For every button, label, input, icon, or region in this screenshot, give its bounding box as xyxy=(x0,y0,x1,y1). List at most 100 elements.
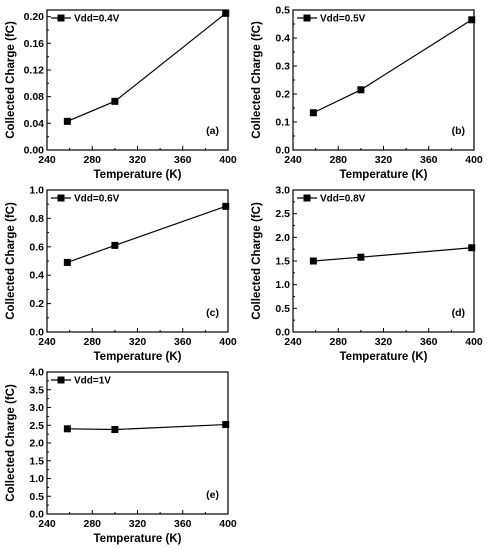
y-axis-label: Collected Charge (fC) xyxy=(251,202,263,320)
series-line xyxy=(313,247,472,262)
x-tick-label: 360 xyxy=(174,154,192,166)
legend-marker xyxy=(303,14,311,22)
y-axis-label: Collected Charge (fC) xyxy=(251,21,263,139)
y-tick-label: 0.5 xyxy=(275,303,290,315)
chart-panel-c: 240 280 320 360 400 0.0 0.2 0.4 0.6 0.8 1.0 Tempera… xyxy=(5,185,237,364)
y-tick-label: 2.0 xyxy=(29,438,44,450)
y-tick-label: 0.12 xyxy=(24,65,45,77)
y-tick-label: 0.4 xyxy=(275,33,290,45)
x-tick-label: 240 xyxy=(38,336,56,348)
x-tick-label: 360 xyxy=(420,154,438,166)
data-point-marker xyxy=(63,258,71,266)
x-tick-label: 240 xyxy=(284,336,302,348)
x-axis-label: Temperature (K) xyxy=(94,169,182,181)
plot-frame xyxy=(46,371,229,515)
chart-panel-e: 240 280 320 360 400 0.0 0.5 1.0 1.5 2.0 2.5 3.0 3.5 4… xyxy=(5,367,237,546)
legend-marker xyxy=(57,194,65,202)
x-tick-label: 320 xyxy=(129,154,147,166)
x-tick-label: 280 xyxy=(329,154,347,166)
legend-marker xyxy=(57,14,65,22)
y-axis-label: Collected Charge (fC) xyxy=(5,21,17,139)
x-axis-label: Temperature (K) xyxy=(94,533,182,545)
y-tick-label: 0.04 xyxy=(24,118,45,130)
x-tick-label: 320 xyxy=(375,336,393,348)
y-tick-label: 3.0 xyxy=(29,402,44,414)
x-tick-label: 320 xyxy=(129,336,147,348)
y-tick-label: 1.0 xyxy=(29,185,44,197)
panel-label: (a) xyxy=(206,125,219,137)
y-tick-label: 0.2 xyxy=(29,298,44,310)
panel-label: (e) xyxy=(206,489,219,501)
y-tick-label: 1.0 xyxy=(275,279,290,291)
plot-frame xyxy=(46,9,229,151)
x-tick-label: 280 xyxy=(83,518,101,530)
x-tick-label: 240 xyxy=(38,154,56,166)
x-tick-label: 400 xyxy=(219,518,237,530)
legend-marker xyxy=(303,194,311,202)
x-tick-label: 280 xyxy=(329,336,347,348)
x-tick-label: 320 xyxy=(129,518,147,530)
data-point-marker xyxy=(63,425,71,433)
y-tick-label: 0.1 xyxy=(275,117,290,129)
x-tick-label: 280 xyxy=(83,336,101,348)
data-point-marker xyxy=(222,421,230,429)
y-tick-label: 2.5 xyxy=(275,208,290,220)
y-tick-label: 3.0 xyxy=(275,185,290,197)
series-line xyxy=(67,12,227,122)
y-tick-label: 0.0 xyxy=(29,509,44,521)
y-tick-label: 0.5 xyxy=(29,491,44,503)
y-tick-label: 3.5 xyxy=(29,384,44,396)
data-point-marker xyxy=(309,109,317,117)
y-tick-label: 2.5 xyxy=(29,420,44,432)
x-tick-label: 240 xyxy=(284,154,302,166)
x-tick-label: 240 xyxy=(38,518,56,530)
legend-label: Vdd=0.8V xyxy=(320,194,366,205)
y-tick-label: 1.0 xyxy=(29,473,44,485)
y-tick-label: 0.4 xyxy=(29,270,44,282)
y-tick-label: 0.0 xyxy=(29,327,44,339)
data-point-marker xyxy=(357,253,365,261)
legend-label: Vdd=0.4V xyxy=(74,14,120,25)
y-tick-label: 0.08 xyxy=(24,91,45,103)
x-axis-label: Temperature (K) xyxy=(340,169,428,181)
y-tick-label: 0.2 xyxy=(275,89,290,101)
y-tick-label: 1.5 xyxy=(29,455,44,467)
series-line xyxy=(313,19,473,114)
x-tick-label: 320 xyxy=(375,154,393,166)
y-tick-label: 0.6 xyxy=(29,241,44,253)
y-tick-label: 0.0 xyxy=(275,145,290,157)
plot-frame xyxy=(292,9,475,151)
panel-label: (b) xyxy=(452,125,465,137)
chart-panel-d: 240 280 320 360 400 0.0 0.5 1.0 1.5 2.0 2.5 3.0 Temp… xyxy=(251,185,483,364)
legend-label: Vdd=0.5V xyxy=(320,14,366,25)
series-line xyxy=(67,205,226,263)
legend-label: Vdd=1V xyxy=(74,376,111,387)
data-point-marker xyxy=(111,426,119,434)
chart-panel-b: 240 280 320 360 400 0.0 0.1 0.2 0.3 0.4 0.5 Tempera… xyxy=(251,5,483,182)
y-tick-label: 4.0 xyxy=(29,367,44,379)
x-tick-label: 400 xyxy=(465,154,483,166)
y-tick-label: 0.00 xyxy=(24,145,45,157)
y-tick-label: 0.0 xyxy=(275,327,290,339)
x-tick-label: 360 xyxy=(174,336,192,348)
y-axis-label: Collected Charge (fC) xyxy=(5,202,17,320)
y-tick-label: 1.5 xyxy=(275,256,290,268)
x-tick-label: 280 xyxy=(83,154,101,166)
x-tick-label: 360 xyxy=(174,518,192,530)
data-point-marker xyxy=(357,86,365,94)
data-point-marker xyxy=(111,97,119,105)
y-tick-label: 0.16 xyxy=(24,38,45,50)
data-point-marker xyxy=(309,257,317,265)
data-point-marker xyxy=(222,9,230,17)
x-tick-label: 400 xyxy=(219,154,237,166)
x-axis-label: Temperature (K) xyxy=(94,351,182,363)
x-tick-label: 360 xyxy=(420,336,438,348)
legend-marker xyxy=(57,376,65,384)
panel-label: (c) xyxy=(206,307,219,319)
legend-label: Vdd=0.6V xyxy=(74,194,120,205)
y-tick-label: 2.0 xyxy=(275,232,290,244)
series-line xyxy=(67,423,226,431)
chart-panel-a: 240 280 320 360 400 0.00 0.04 0.08 0.12 0.16 0.20 T… xyxy=(5,9,237,181)
data-point-marker xyxy=(63,117,71,125)
